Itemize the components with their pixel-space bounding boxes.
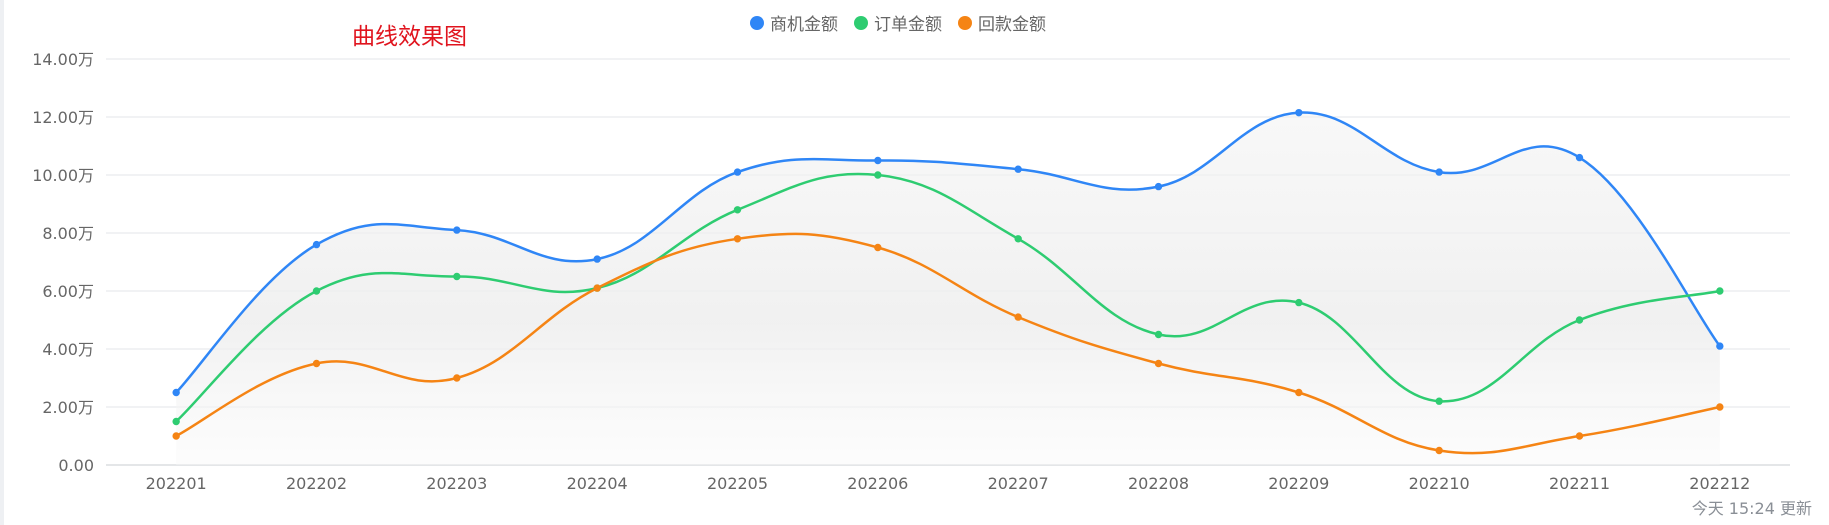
y-tick-label: 10.00万 — [32, 166, 94, 185]
x-tick-label: 202208 — [1128, 474, 1189, 493]
legend-marker-icon — [958, 15, 972, 30]
x-tick-label: 202211 — [1549, 474, 1610, 493]
data-point-series-2[interactable] — [172, 417, 180, 426]
data-point-series-3[interactable] — [1716, 403, 1724, 411]
data-point-series-3[interactable] — [453, 374, 461, 382]
series-line-3[interactable] — [174, 232, 1722, 455]
data-point-series-2[interactable] — [312, 287, 321, 295]
data-point-series-1[interactable] — [1575, 153, 1584, 162]
legend-item-series-2[interactable]: 订单金额 — [854, 10, 942, 35]
data-point-series-3[interactable] — [733, 235, 742, 243]
y-tick-label: 8.00万 — [42, 224, 94, 243]
series-line-1[interactable] — [174, 111, 1722, 394]
x-tick-label: 202202 — [286, 474, 347, 493]
y-tick-label: 12.00万 — [32, 108, 94, 127]
legend-label: 回款金额 — [978, 15, 1046, 35]
y-tick-label: 2.00万 — [42, 398, 94, 417]
data-point-series-3[interactable] — [1014, 313, 1022, 321]
data-point-series-2[interactable] — [1295, 298, 1303, 307]
x-tick-label: 202201 — [146, 474, 207, 493]
x-tick-label: 202205 — [707, 474, 768, 493]
data-point-series-3[interactable] — [1435, 446, 1443, 455]
data-point-series-1[interactable] — [593, 255, 601, 263]
area-fill-shape — [176, 112, 1720, 465]
series-lines — [174, 111, 1722, 455]
y-tick-label: 0.00 — [58, 456, 94, 475]
data-point-series-3[interactable] — [874, 243, 882, 252]
data-point-series-2[interactable] — [1154, 330, 1163, 339]
chart-title: 曲线效果图 — [352, 24, 467, 50]
data-point-series-1[interactable] — [1295, 108, 1303, 117]
data-point-series-2[interactable] — [1575, 316, 1584, 324]
y-axis: 0.00 2.00万 4.00万 6.00万 8.00万 10.00万 12.00万 14.0… — [32, 50, 94, 475]
data-point-series-1[interactable] — [1154, 182, 1163, 191]
data-point-series-2[interactable] — [1435, 397, 1443, 405]
x-tick-label: 202209 — [1268, 474, 1329, 493]
data-point-series-1[interactable] — [733, 168, 742, 176]
data-point-series-1[interactable] — [1716, 342, 1724, 350]
data-point-series-3[interactable] — [1154, 359, 1163, 368]
data-point-series-2[interactable] — [1716, 287, 1724, 295]
data-point-series-2[interactable] — [1014, 235, 1022, 243]
legend-item-series-3[interactable]: 回款金额 — [958, 10, 1046, 35]
series-line-2[interactable] — [174, 172, 1722, 423]
x-tick-label: 202206 — [847, 474, 908, 493]
data-point-series-3[interactable] — [172, 432, 180, 440]
data-point-series-3[interactable] — [312, 359, 321, 368]
series-points — [172, 108, 1724, 455]
x-tick-label: 202212 — [1689, 474, 1750, 493]
data-point-series-1[interactable] — [1014, 165, 1022, 173]
data-point-series-1[interactable] — [874, 156, 882, 165]
legend-label: 订单金额 — [874, 15, 942, 35]
data-point-series-2[interactable] — [874, 171, 882, 179]
legend-marker-icon — [854, 15, 868, 30]
x-tick-label: 202207 — [988, 474, 1049, 493]
left-edge-strip — [0, 0, 4, 525]
x-tick-label: 202204 — [567, 474, 628, 493]
y-tick-label: 6.00万 — [42, 282, 94, 301]
data-point-series-3[interactable] — [593, 284, 601, 292]
x-tick-label: 202210 — [1409, 474, 1470, 493]
legend-marker-icon — [750, 15, 764, 30]
data-point-series-2[interactable] — [453, 272, 461, 281]
x-tick-label: 202203 — [426, 474, 487, 493]
update-timestamp: 今天 15:24 更新 — [1691, 499, 1812, 518]
legend-label: 商机金额 — [770, 15, 838, 35]
data-point-series-3[interactable] — [1575, 432, 1584, 440]
chart-legend: 商机金额 订单金额 回款金额 — [750, 10, 1046, 35]
data-point-series-1[interactable] — [453, 226, 461, 234]
y-tick-label: 14.00万 — [32, 50, 94, 69]
legend-item-series-1[interactable]: 商机金额 — [750, 10, 838, 35]
data-point-series-1[interactable] — [1435, 168, 1443, 176]
data-point-series-1[interactable] — [312, 240, 321, 249]
data-point-series-2[interactable] — [733, 206, 742, 214]
x-axis: 202201 202202 202203 202204 202205 202206 2022… — [146, 474, 1751, 493]
area-fill — [176, 112, 1720, 465]
data-point-series-1[interactable] — [172, 388, 180, 397]
data-point-series-3[interactable] — [1295, 388, 1303, 397]
y-tick-label: 4.00万 — [42, 340, 94, 359]
